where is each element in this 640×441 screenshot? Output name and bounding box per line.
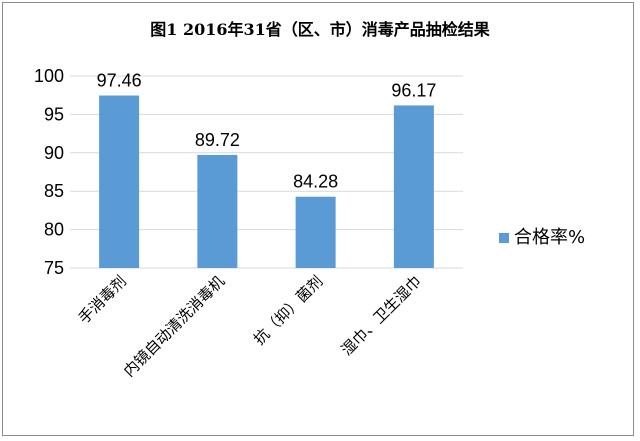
- data-label: 89.72: [195, 130, 240, 150]
- data-label: 97.46: [97, 71, 142, 91]
- bar-1: [99, 95, 140, 268]
- x-tick-label: 内镜自动清洗消毒机: [120, 272, 228, 380]
- y-tick-label: 75: [44, 258, 64, 278]
- y-tick-label: 95: [44, 104, 64, 124]
- x-tick-label: 湿巾、卫生湿巾: [338, 272, 425, 359]
- chart-title: 图1 2016年31省（区、市）消毒产品抽检结果: [150, 20, 490, 39]
- legend: 合格率%: [499, 229, 585, 247]
- legend-swatch: [499, 233, 509, 243]
- x-tick-label: 手消毒剂: [75, 272, 130, 327]
- y-tick-label: 100: [34, 66, 64, 86]
- y-tick-label: 90: [44, 143, 64, 163]
- y-tick-label: 85: [44, 181, 64, 201]
- y-tick-label: 80: [44, 220, 64, 240]
- x-tick-label: 抗（抑）菌剂: [250, 272, 326, 348]
- legend-label: 合格率%: [514, 227, 586, 248]
- data-label: 96.17: [391, 80, 436, 100]
- data-label: 84.28: [293, 172, 338, 192]
- bar-3: [295, 196, 336, 268]
- bar-2: [197, 154, 238, 268]
- bars: [99, 95, 434, 268]
- y-axis-ticks: 75 80 85 90 95 100: [34, 66, 64, 278]
- bar-4: [393, 105, 434, 268]
- data-labels: 97.46 89.72 84.28 96.17: [97, 71, 437, 192]
